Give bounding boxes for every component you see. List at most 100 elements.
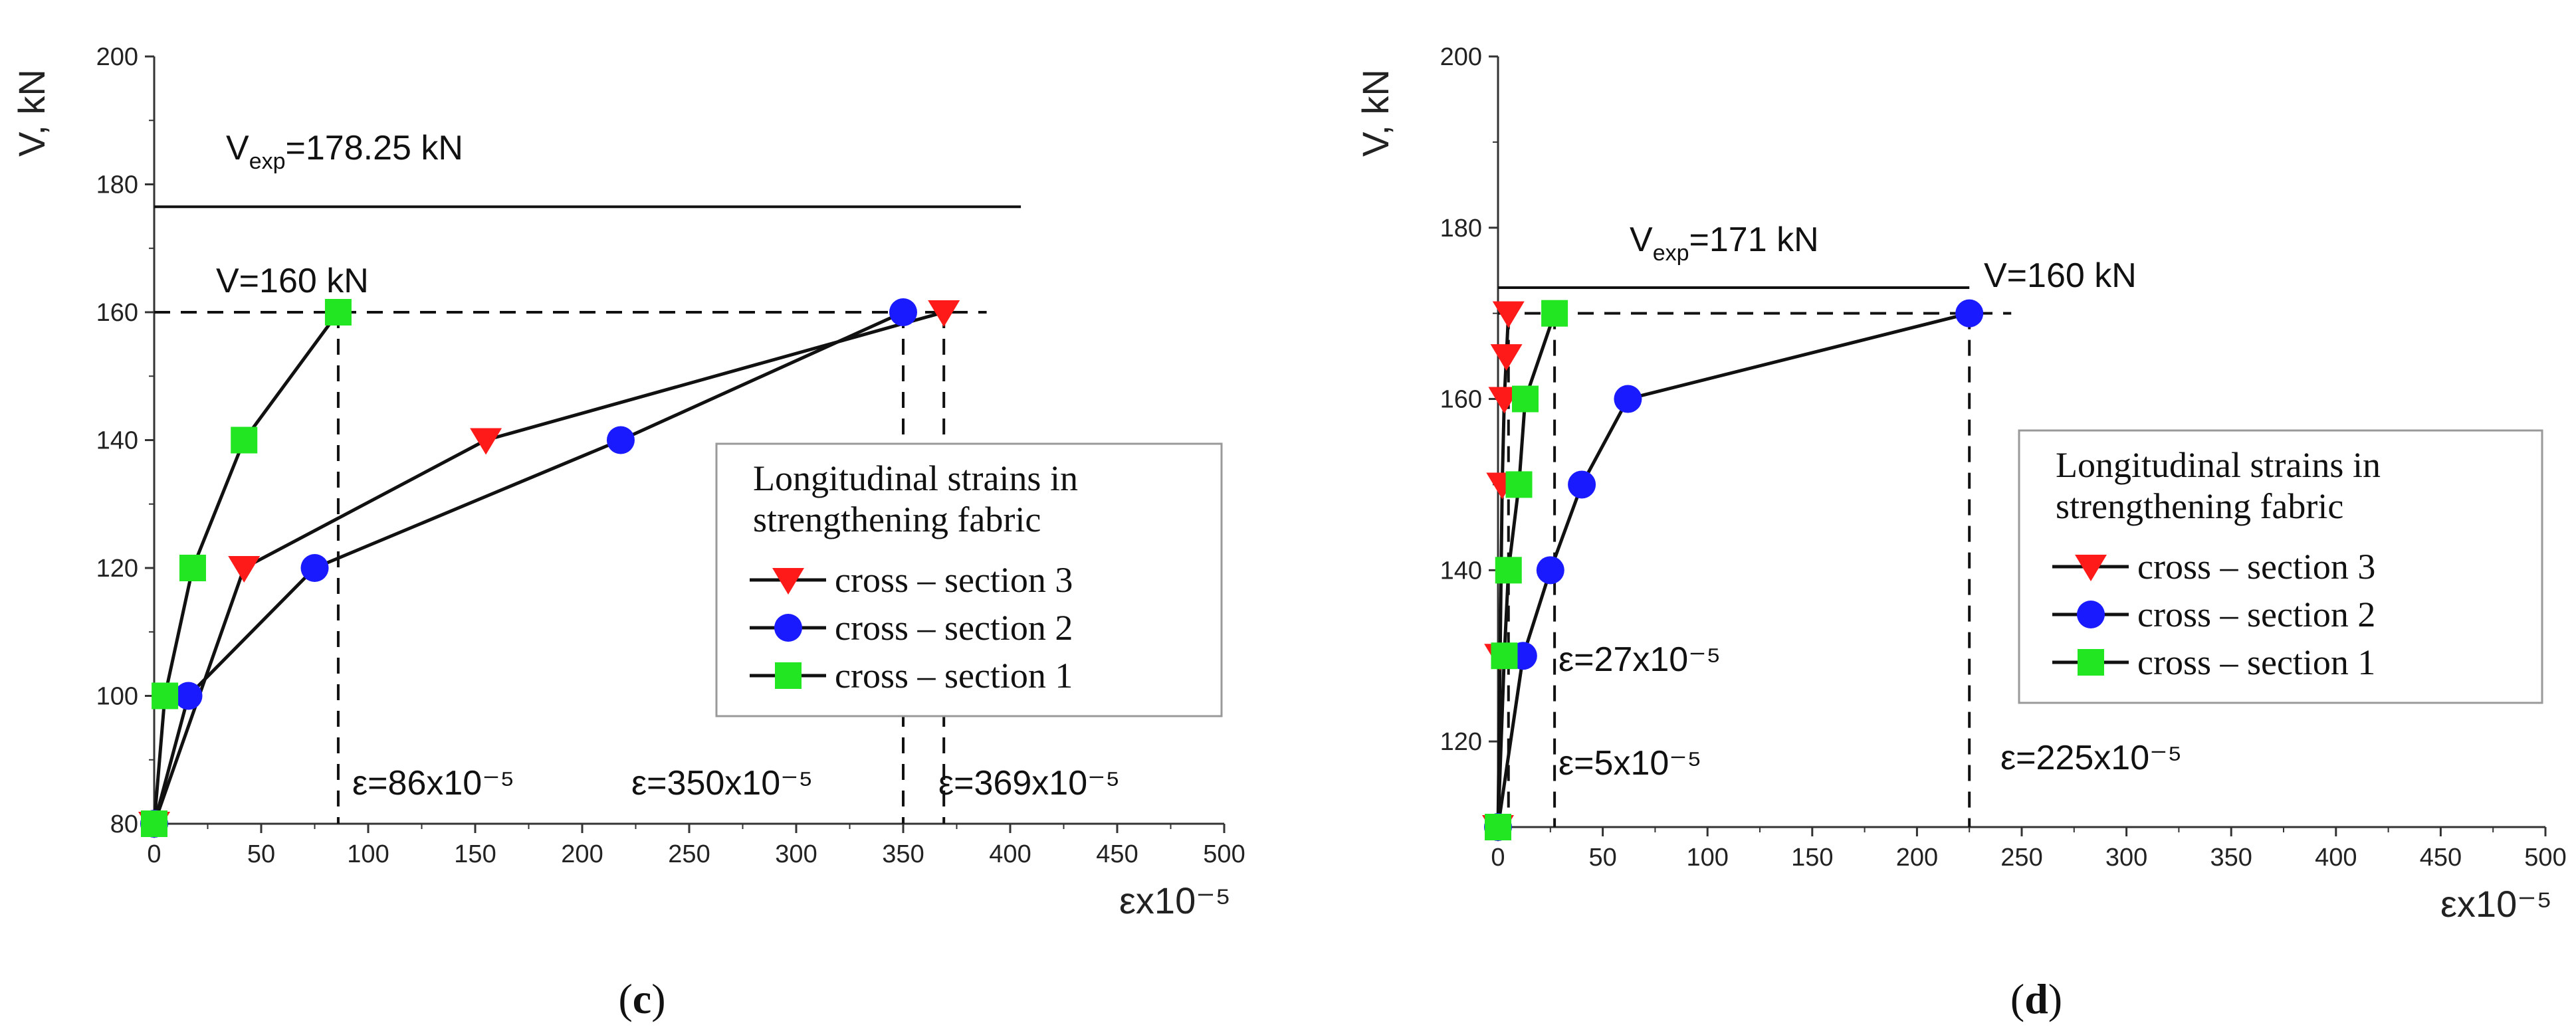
chart-c: 0 50 100 150 200 250 300 350 400 450 500 80 100 120 14… — [11, 43, 1245, 1022]
x-tick-label: 250 — [2000, 844, 2042, 872]
x-tick-label: 150 — [454, 840, 496, 868]
y-tick-label: 200 — [96, 43, 138, 71]
strain-label: ε=86x10⁻⁵ — [352, 764, 514, 802]
legend-item: cross – section 3 — [2137, 547, 2375, 587]
y-tick-label: 160 — [96, 299, 138, 327]
caption-close: ) — [651, 975, 665, 1022]
legend-swatch-square — [775, 662, 802, 689]
data-point-square — [1485, 814, 1511, 840]
legend-item: cross – section 3 — [835, 560, 1073, 600]
data-point-circle — [1536, 556, 1564, 585]
x-tick-label: 50 — [247, 840, 275, 868]
legend-swatch-triangle — [772, 568, 804, 595]
legend-item: cross – section 1 — [2137, 642, 2375, 682]
data-point-square — [1505, 471, 1533, 498]
y-axis-label: V, kN — [11, 69, 53, 157]
data-point-square — [179, 555, 206, 581]
legend-title: Longitudinal strains in — [753, 458, 1078, 498]
data-point-circle — [174, 682, 203, 710]
caption-open: ( — [618, 975, 632, 1022]
v-level-label: V=160 kN — [216, 262, 369, 300]
x-tick-label: 0 — [1491, 844, 1505, 872]
data-point-square — [324, 299, 352, 326]
x-tick-label: 450 — [1096, 840, 1138, 868]
data-point-circle — [1955, 299, 1984, 328]
legend-item: cross – section 2 — [2137, 595, 2375, 634]
data-point-square — [1541, 300, 1568, 327]
data-point-square — [1495, 557, 1522, 584]
strain-label: ε=350x10⁻⁵ — [631, 764, 813, 802]
y-tick-label: 180 — [1440, 215, 1482, 242]
vexp-label-sub: exp — [249, 149, 286, 174]
series-line-1 — [1496, 312, 1556, 828]
data-point-triangle — [228, 556, 261, 583]
legend-title: strengthening fabric — [2056, 486, 2343, 526]
x-tick-label: 300 — [2105, 844, 2147, 872]
y-tick-label: 120 — [1440, 728, 1482, 756]
data-point-triangle — [1492, 301, 1525, 328]
chart-d: 0 50 100 150 200 250 300 350 400 450 500 120 140 160 1… — [1354, 43, 2567, 1022]
x-tick-label: 100 — [1686, 844, 1728, 872]
v-level-label: V=160 kN — [1984, 256, 2137, 295]
data-point-triangle — [470, 428, 502, 455]
y-tick-label: 180 — [96, 171, 138, 199]
data-point-circle — [1568, 470, 1596, 499]
data-point-square — [141, 810, 167, 837]
y-tick-label: 140 — [1440, 557, 1482, 585]
strain-label: ε=369x10⁻⁵ — [938, 764, 1120, 802]
strain-label: ε=27x10⁻⁵ — [1558, 640, 1721, 679]
x-tick-label: 250 — [668, 840, 710, 868]
y-tick-label: 160 — [1440, 386, 1482, 414]
x-tick-label: 350 — [2210, 844, 2252, 872]
chart-caption: (d) — [2010, 975, 2062, 1022]
x-tick-label: 300 — [775, 840, 817, 868]
data-point-square — [231, 426, 258, 454]
vexp-label-sub: exp — [1653, 240, 1689, 266]
vexp-label-rest: =178.25 kN — [286, 129, 463, 167]
legend-swatch-circle — [774, 614, 802, 642]
data-point-square — [1491, 642, 1518, 670]
y-tick-label: 120 — [96, 555, 138, 583]
x-tick-label: 350 — [882, 840, 924, 868]
legend-title: strengthening fabric — [753, 500, 1041, 539]
legend-item: cross – section 2 — [835, 608, 1073, 648]
legend-swatch-circle — [2077, 601, 2105, 628]
data-point-circle — [1614, 385, 1642, 413]
vexp-label: Vexp=178.25 kN — [226, 129, 463, 174]
y-tick-label: 200 — [1440, 43, 1482, 71]
legend-swatch-square — [2078, 649, 2104, 676]
legend-item: cross – section 1 — [835, 656, 1073, 696]
x-tick-label: 400 — [989, 840, 1031, 868]
vexp-label-main: V — [1630, 221, 1653, 259]
data-point-circle — [889, 298, 917, 326]
x-axis-label: εx10⁻⁵ — [2440, 883, 2552, 925]
strain-label: ε=5x10⁻⁵ — [1558, 744, 1701, 783]
data-point-circle — [606, 426, 635, 454]
x-tick-label: 50 — [1588, 844, 1616, 872]
vexp-label-main: V — [226, 129, 249, 167]
series-line-2 — [1496, 312, 1970, 828]
data-point-triangle — [1490, 344, 1523, 371]
data-point-square — [152, 682, 179, 709]
caption-open: ( — [2010, 975, 2024, 1022]
vexp-label: Vexp=171 kN — [1630, 221, 1819, 266]
x-tick-label: 100 — [347, 840, 389, 868]
caption-letter: d — [2024, 975, 2048, 1022]
x-tick-label: 500 — [1203, 840, 1245, 868]
y-tick-label: 140 — [96, 427, 138, 455]
x-tick-label: 500 — [2524, 844, 2566, 872]
legend-title: Longitudinal strains in — [2056, 445, 2381, 485]
caption-letter: c — [633, 975, 651, 1022]
y-axis-label: V, kN — [1354, 69, 1396, 157]
x-tick-label: 150 — [1791, 844, 1833, 872]
x-tick-label: 200 — [1896, 844, 1938, 872]
data-point-triangle — [928, 300, 960, 327]
strain-label: ε=225x10⁻⁵ — [2000, 739, 2182, 777]
x-tick-label: 0 — [147, 840, 161, 868]
y-tick-label: 80 — [110, 810, 138, 838]
x-axis-label: εx10⁻⁵ — [1119, 880, 1231, 921]
data-point-circle — [300, 554, 329, 582]
caption-close: ) — [2048, 975, 2062, 1022]
chart-caption: (c) — [618, 975, 665, 1022]
